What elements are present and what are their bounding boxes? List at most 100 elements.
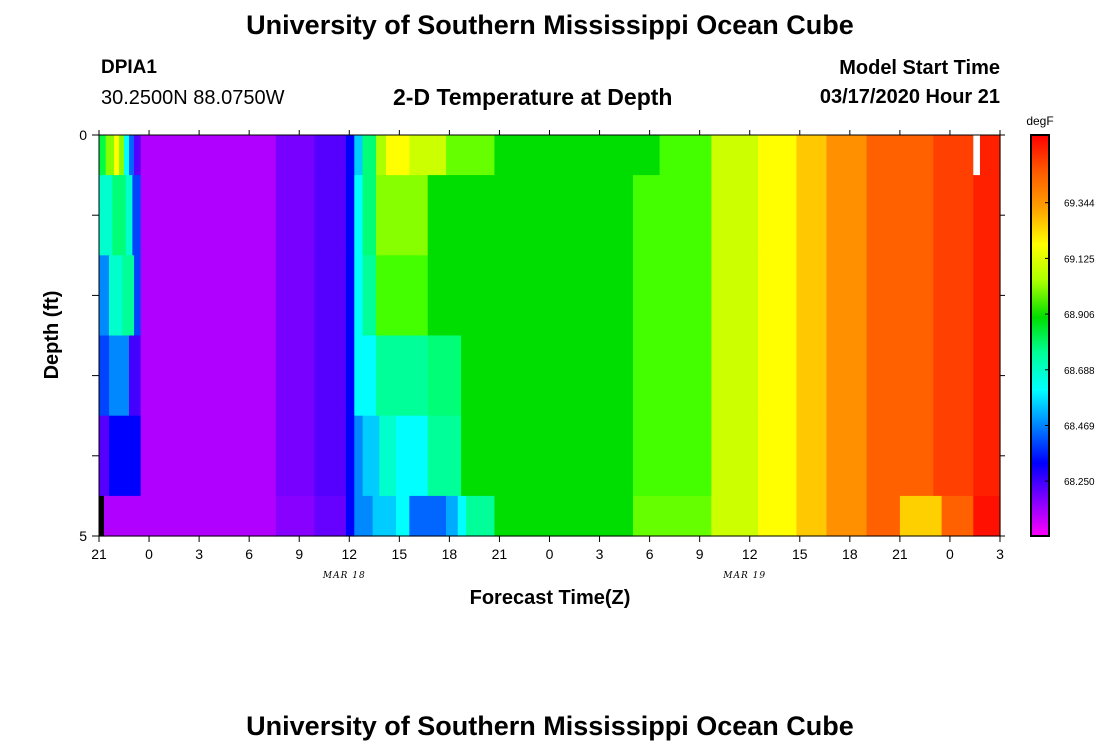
heatmap-cell bbox=[375, 335, 429, 417]
heatmap-cell bbox=[112, 175, 127, 256]
heatmap-cell bbox=[866, 135, 934, 176]
model-start-label: Model Start Time bbox=[839, 57, 1000, 79]
heatmap-cell bbox=[461, 415, 634, 497]
footer-title: University of Southern Mississippi Ocean… bbox=[246, 711, 854, 741]
heatmap-cell bbox=[866, 175, 934, 256]
heatmap-cell bbox=[132, 175, 142, 256]
colorbar-tick-label: 68.469 bbox=[1064, 421, 1095, 432]
heatmap-cell bbox=[711, 415, 759, 497]
heatmap-cell bbox=[354, 255, 364, 337]
heatmap-cell bbox=[711, 175, 759, 256]
heatmap-cell bbox=[345, 495, 355, 537]
heatmap-cell bbox=[711, 135, 759, 176]
heatmap-cell bbox=[632, 335, 712, 417]
heatmap-cell bbox=[826, 335, 868, 417]
heatmap-cell bbox=[826, 175, 868, 256]
chart-subtitle: 2-D Temperature at Depth bbox=[393, 84, 673, 110]
heatmap-cell bbox=[314, 335, 347, 417]
y-axis: 05 bbox=[79, 127, 1005, 544]
heatmap-cell bbox=[275, 255, 315, 337]
x-tick-label: 9 bbox=[295, 546, 303, 562]
heatmap-cell bbox=[140, 175, 277, 256]
heatmap-cell bbox=[362, 335, 377, 417]
heatmap-cell bbox=[345, 175, 355, 256]
heatmap-cell bbox=[796, 495, 828, 537]
x-tick-label: 21 bbox=[91, 546, 107, 562]
heatmap-cell bbox=[362, 255, 377, 337]
x-date-label: MAR 19 bbox=[722, 571, 766, 581]
heatmap-cell bbox=[427, 255, 634, 337]
heatmap-cell bbox=[345, 255, 355, 337]
heatmap-cell bbox=[979, 135, 1001, 176]
heatmap-cell bbox=[796, 135, 828, 176]
heatmap-cell bbox=[711, 255, 759, 337]
heatmap-cell bbox=[826, 255, 868, 337]
colorbar-tick-label: 68.906 bbox=[1064, 310, 1095, 321]
heatmap-cell bbox=[385, 135, 410, 176]
model-start-value: 03/17/2020 Hour 21 bbox=[819, 86, 1000, 108]
heatmap-cell bbox=[758, 415, 798, 497]
heatmap-cell bbox=[314, 135, 347, 176]
heatmap-cell bbox=[105, 135, 115, 176]
heatmap-cell bbox=[494, 495, 634, 537]
heatmap-cell bbox=[711, 335, 759, 417]
heatmap-cell bbox=[114, 135, 120, 176]
heatmap-cell bbox=[409, 135, 447, 176]
heatmap-cell bbox=[354, 415, 364, 497]
heatmap-cell bbox=[899, 495, 943, 537]
heatmap-cell bbox=[362, 175, 377, 256]
heatmap-cell bbox=[632, 415, 712, 497]
y-axis-label: Depth (ft) bbox=[41, 291, 63, 380]
colorbar-unit: degF bbox=[1026, 114, 1053, 128]
heatmap-cell bbox=[758, 255, 798, 337]
x-tick-label: 18 bbox=[842, 546, 858, 562]
heatmap-cell bbox=[119, 135, 125, 176]
heatmap-cell bbox=[99, 415, 110, 497]
heatmap-cell bbox=[427, 335, 462, 417]
heatmap-cell bbox=[314, 495, 347, 537]
x-tick-label: 0 bbox=[946, 546, 954, 562]
y-tick-label: 0 bbox=[79, 127, 87, 143]
heatmap-cell bbox=[941, 495, 974, 537]
x-tick-label: 18 bbox=[442, 546, 458, 562]
heatmap-cell bbox=[109, 415, 142, 497]
heatmap-cell bbox=[796, 335, 828, 417]
x-tick-label: 12 bbox=[341, 546, 357, 562]
heatmap-cell bbox=[314, 255, 347, 337]
heatmap-cell bbox=[140, 415, 277, 497]
heatmap-cell bbox=[796, 415, 828, 497]
heatmap-cell bbox=[758, 495, 798, 537]
heatmap-cell bbox=[396, 415, 429, 497]
heatmap-cell bbox=[124, 135, 130, 176]
heatmap-cell bbox=[494, 135, 661, 176]
heatmap-cell bbox=[362, 415, 380, 497]
heatmap-cell bbox=[375, 135, 387, 176]
heatmap-cell bbox=[345, 335, 355, 417]
heatmap-cell bbox=[354, 135, 364, 176]
x-tick-label: 21 bbox=[892, 546, 908, 562]
colorbar-tick-label: 69.344 bbox=[1064, 199, 1095, 210]
heatmap-cell bbox=[275, 175, 315, 256]
heatmap-cell bbox=[275, 335, 315, 417]
heatmap-cell bbox=[379, 415, 397, 497]
y-tick-label: 5 bbox=[79, 528, 87, 544]
heatmap-cells bbox=[99, 135, 1001, 537]
heatmap-cell bbox=[796, 255, 828, 337]
heatmap-cell bbox=[109, 255, 123, 337]
colorbar-tick-label: 68.250 bbox=[1064, 477, 1095, 488]
heatmap-cell bbox=[354, 175, 364, 256]
heatmap-cell bbox=[140, 495, 277, 537]
x-tick-label: 0 bbox=[145, 546, 153, 562]
heatmap-cell bbox=[409, 495, 447, 537]
heatmap-cell bbox=[396, 495, 410, 537]
heatmap-cell bbox=[140, 335, 277, 417]
heatmap-cell bbox=[99, 335, 110, 417]
x-tick-label: 15 bbox=[392, 546, 408, 562]
heatmap-cell bbox=[99, 175, 113, 256]
colorbar-tick-label: 68.688 bbox=[1064, 366, 1095, 377]
heatmap-cell bbox=[973, 495, 1001, 537]
heatmap-cell bbox=[375, 175, 429, 256]
heatmap-cell bbox=[758, 335, 798, 417]
heatmap-cell bbox=[99, 255, 110, 337]
